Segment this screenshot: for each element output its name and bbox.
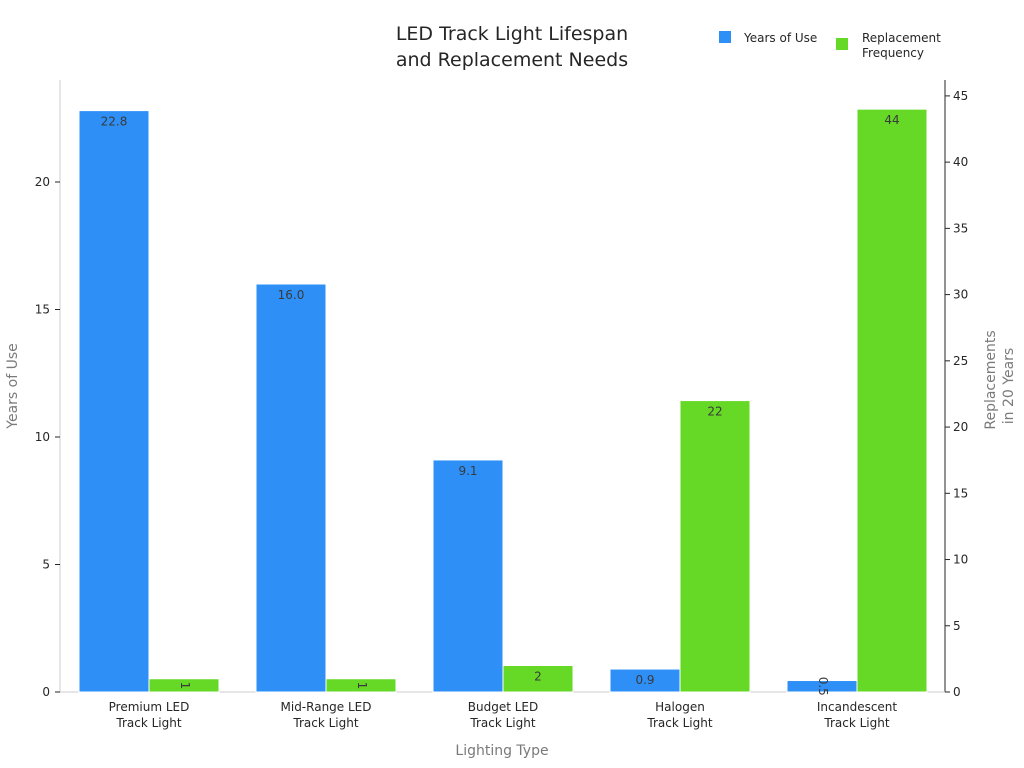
- x-tick-label: Mid-Range LED: [281, 700, 372, 714]
- bar-value-label: 1: [355, 682, 369, 690]
- left-y-tick-label: 5: [42, 558, 50, 572]
- left-y-tick-label: 15: [35, 303, 50, 317]
- x-tick-label: Premium LED: [109, 700, 190, 714]
- x-tick-label: Budget LED: [468, 700, 538, 714]
- left-y-tick-label: 0: [42, 685, 50, 699]
- left-y-tick-label: 20: [35, 175, 50, 189]
- right-y-tick-label: 35: [953, 221, 968, 235]
- right-y-tick-label: 15: [953, 486, 968, 500]
- bar-value-label: 22: [707, 405, 722, 419]
- bar-replacement-frequency: [856, 108, 928, 693]
- legend-swatch-years-of-use: [719, 31, 731, 43]
- bar-replacement-frequency: [679, 400, 751, 693]
- right-y-tick-label: 5: [953, 619, 961, 633]
- x-tick-label: Track Light: [646, 716, 712, 730]
- x-tick-label: Incandescent: [817, 700, 898, 714]
- bar-years-of-use: [78, 110, 150, 693]
- bar-value-label: 1: [178, 682, 192, 690]
- bar-years-of-use: [432, 459, 504, 693]
- right-y-tick-label: 40: [953, 155, 968, 169]
- x-tick-label: Track Light: [469, 716, 535, 730]
- x-tick-label: Track Light: [115, 716, 181, 730]
- right-y-tick-label: 10: [953, 553, 968, 567]
- chart-title-line-1: LED Track Light Lifespan: [396, 23, 628, 45]
- left-y-tick-label: 10: [35, 430, 50, 444]
- x-axis-title: Lighting Type: [455, 743, 548, 759]
- right-y-axis-title-line-1: Replacements: [983, 330, 999, 429]
- bar-value-label: 22.8: [101, 115, 128, 129]
- chart-title-line-2: and Replacement Needs: [396, 49, 628, 71]
- bar-value-label: 9.1: [458, 464, 477, 478]
- left-y-axis-title: Years of Use: [5, 343, 21, 429]
- right-y-axis-title-line-2: in 20 Years: [1001, 348, 1017, 424]
- bar-replacement-frequency: [502, 665, 574, 693]
- legend-label-replacement-frequency-line-1: Replacement: [862, 31, 941, 45]
- bar-value-label: 0.5: [816, 677, 830, 696]
- right-y-tick-label: 30: [953, 288, 968, 302]
- right-y-tick-label: 45: [953, 89, 968, 103]
- bar-value-label: 2: [534, 670, 542, 684]
- bar-replacement-frequency: [325, 678, 397, 693]
- right-y-tick-label: 0: [953, 685, 961, 699]
- bar-value-label: 16.0: [278, 288, 305, 302]
- legend-label-replacement-frequency-line-2: Frequency: [862, 46, 924, 60]
- legend-label-years-of-use: Years of Use: [743, 31, 817, 45]
- x-tick-label: Halogen: [655, 700, 705, 714]
- bar-replacement-frequency: [148, 678, 220, 693]
- x-tick-label: Track Light: [823, 716, 889, 730]
- x-tick-label: Track Light: [292, 716, 358, 730]
- bar-value-label: 44: [884, 113, 899, 127]
- bar-years-of-use: [255, 283, 327, 693]
- legend-swatch-replacement-frequency: [836, 38, 848, 50]
- right-y-tick-label: 20: [953, 420, 968, 434]
- bar-value-label: 0.9: [635, 673, 654, 687]
- right-y-tick-label: 25: [953, 354, 968, 368]
